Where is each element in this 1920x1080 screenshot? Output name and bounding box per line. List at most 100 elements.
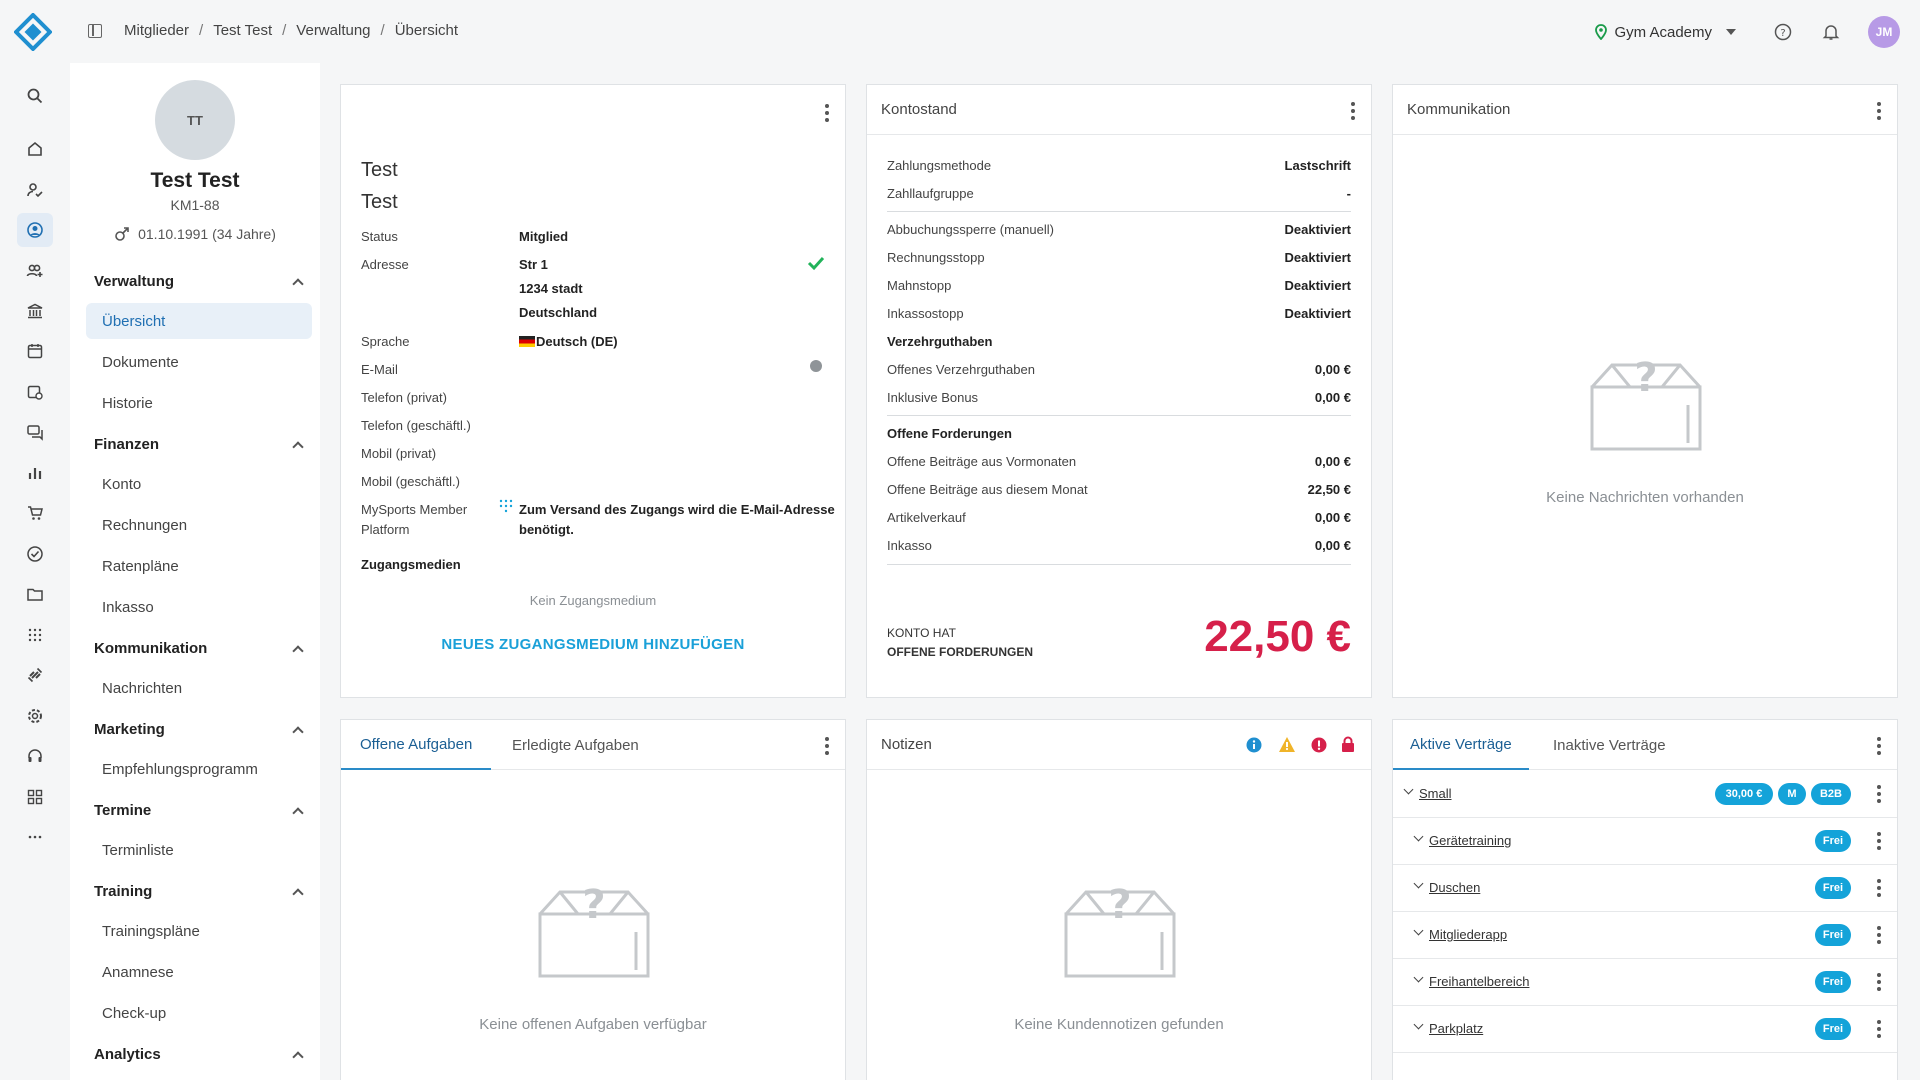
free-badge: Frei bbox=[1815, 1018, 1851, 1040]
info-icon[interactable] bbox=[1246, 737, 1262, 753]
help-icon[interactable]: ? bbox=[1772, 21, 1794, 43]
more-vertical-icon[interactable] bbox=[1877, 102, 1881, 120]
menu-item-historie[interactable]: Historie bbox=[102, 394, 153, 412]
chevron-up-icon bbox=[292, 644, 304, 657]
menu-item-empfehlungsprogramm[interactable]: Empfehlungsprogramm bbox=[102, 760, 258, 778]
cart-icon[interactable] bbox=[17, 496, 53, 530]
tab-active-contracts[interactable]: Aktive Verträge bbox=[1393, 720, 1529, 770]
folder-icon[interactable] bbox=[17, 577, 53, 611]
menu-item-nachrichten[interactable]: Nachrichten bbox=[102, 679, 183, 697]
section-termine[interactable]: Termine bbox=[94, 802, 304, 819]
contract-module-row[interactable]: Mitgliederapp Frei bbox=[1393, 912, 1897, 959]
lock-icon[interactable] bbox=[1341, 736, 1355, 753]
notes-title: Notizen bbox=[881, 736, 932, 753]
chevron-down-icon[interactable] bbox=[1413, 972, 1424, 983]
account-balance: 22,50 € bbox=[1204, 612, 1351, 661]
more-vertical-icon[interactable] bbox=[1877, 973, 1881, 991]
section-marketing[interactable]: Marketing bbox=[94, 721, 304, 738]
breadcrumb: Mitglieder / Test Test / Verwaltung / Übers… bbox=[124, 22, 459, 39]
contract-module-row[interactable]: Duschen Frei bbox=[1393, 865, 1897, 912]
chat-icon[interactable] bbox=[17, 415, 53, 449]
section-verwaltung[interactable]: Verwaltung bbox=[94, 273, 304, 290]
menu-item-trainingsplaene[interactable]: Trainingspläne bbox=[102, 922, 200, 940]
more-vertical-icon[interactable] bbox=[1877, 1020, 1881, 1038]
chevron-down-icon[interactable] bbox=[1413, 1019, 1424, 1030]
dots-grid-icon[interactable] bbox=[17, 618, 53, 652]
contract-module-row[interactable]: Freihantelbereich Frei bbox=[1393, 959, 1897, 1006]
headset-icon[interactable] bbox=[17, 739, 53, 773]
bell-icon[interactable] bbox=[1820, 21, 1842, 43]
section-kommunikation[interactable]: Kommunikation bbox=[94, 640, 304, 657]
warning-icon[interactable] bbox=[1278, 736, 1296, 753]
search-icon[interactable] bbox=[17, 79, 53, 113]
contract-row[interactable]: Small 30,00 € M B2B bbox=[1393, 771, 1897, 818]
menu-item-anamnese[interactable]: Anamnese bbox=[102, 963, 174, 981]
module-name[interactable]: Mitgliederapp bbox=[1429, 927, 1508, 942]
male-icon bbox=[115, 227, 129, 241]
tab-done-tasks[interactable]: Erledigte Aufgaben bbox=[512, 736, 639, 754]
module-name[interactable]: Freihantelbereich bbox=[1429, 974, 1530, 989]
module-name[interactable]: Gerätetraining bbox=[1429, 833, 1512, 848]
tab-open-tasks[interactable]: Offene Aufgaben bbox=[341, 720, 492, 770]
contract-module-row[interactable]: Parkplatz Frei bbox=[1393, 1006, 1897, 1053]
breadcrumb-item[interactable]: Mitglieder bbox=[124, 22, 190, 39]
more-vertical-icon[interactable] bbox=[825, 104, 829, 122]
member-icon[interactable] bbox=[17, 213, 53, 247]
menu-item-terminliste[interactable]: Terminliste bbox=[102, 841, 174, 859]
section-analytics[interactable]: Analytics bbox=[94, 1046, 304, 1063]
menu-item-rechnungen[interactable]: Rechnungen bbox=[102, 516, 188, 534]
user-avatar[interactable]: JM bbox=[1868, 16, 1900, 48]
more-icon[interactable] bbox=[17, 820, 53, 854]
more-vertical-icon[interactable] bbox=[1877, 832, 1881, 850]
tab-inactive-contracts[interactable]: Inaktive Verträge bbox=[1553, 736, 1666, 754]
calendar-clock-icon[interactable] bbox=[17, 375, 53, 409]
apps-icon[interactable] bbox=[17, 780, 53, 814]
home-icon[interactable] bbox=[17, 132, 53, 166]
contract-module-row[interactable]: Gerätetraining Frei bbox=[1393, 818, 1897, 865]
chevron-down-icon[interactable] bbox=[1403, 784, 1414, 795]
chevron-up-icon bbox=[292, 725, 304, 738]
more-vertical-icon[interactable] bbox=[1877, 879, 1881, 897]
menu-item-uebersicht[interactable]: Übersicht bbox=[86, 303, 312, 339]
menu-item-check-up[interactable]: Check-up bbox=[102, 1004, 167, 1022]
more-vertical-icon[interactable] bbox=[1877, 737, 1881, 755]
chevron-down-icon[interactable] bbox=[1413, 831, 1424, 842]
module-name[interactable]: Duschen bbox=[1429, 880, 1481, 895]
section-training[interactable]: Training bbox=[94, 883, 304, 900]
add-access-button[interactable]: NEUES ZUGANGSMEDIUM HINZUFÜGEN bbox=[441, 636, 745, 653]
menu-item-ratenplaene[interactable]: Ratenpläne bbox=[102, 557, 179, 575]
sidebar-toggle-icon[interactable] bbox=[88, 24, 102, 38]
contract-name[interactable]: Small bbox=[1419, 786, 1452, 801]
check-circle-icon[interactable] bbox=[17, 537, 53, 571]
account-row: Zahllaufgruppe - bbox=[887, 186, 1351, 201]
more-vertical-icon[interactable] bbox=[1877, 926, 1881, 944]
app-logo-icon[interactable] bbox=[14, 13, 52, 51]
breadcrumb-item[interactable]: Verwaltung bbox=[296, 22, 371, 39]
user-check-icon[interactable] bbox=[17, 173, 53, 207]
calendar-icon[interactable] bbox=[17, 334, 53, 368]
bar-chart-icon[interactable] bbox=[17, 456, 53, 490]
studio-selector[interactable]: Gym Academy bbox=[1594, 24, 1736, 41]
empty-box-icon: ? bbox=[538, 882, 650, 978]
menu-item-dokumente[interactable]: Dokumente bbox=[102, 353, 179, 371]
mobile-private-label: Mobil (privat) bbox=[361, 446, 437, 461]
error-icon[interactable] bbox=[1311, 737, 1327, 753]
no-access-text: Kein Zugangsmedium bbox=[529, 593, 657, 608]
account-title: Kontostand bbox=[881, 101, 957, 118]
phone-private-label: Telefon (privat) bbox=[361, 390, 447, 405]
menu-item-inkasso[interactable]: Inkasso bbox=[102, 598, 154, 616]
dumbbell-icon[interactable] bbox=[17, 658, 53, 692]
more-vertical-icon[interactable] bbox=[1351, 102, 1355, 120]
section-finanzen[interactable]: Finanzen bbox=[94, 436, 304, 453]
chevron-down-icon[interactable] bbox=[1413, 925, 1424, 936]
chevron-down-icon[interactable] bbox=[1413, 878, 1424, 889]
gear-icon[interactable] bbox=[17, 699, 53, 733]
menu-item-konto[interactable]: Konto bbox=[102, 475, 142, 493]
add-users-icon[interactable] bbox=[17, 254, 53, 288]
divider bbox=[887, 415, 1351, 416]
module-name[interactable]: Parkplatz bbox=[1429, 1021, 1484, 1036]
more-vertical-icon[interactable] bbox=[825, 737, 829, 755]
more-vertical-icon[interactable] bbox=[1877, 785, 1881, 803]
bank-icon[interactable] bbox=[17, 294, 53, 328]
breadcrumb-item[interactable]: Test Test bbox=[213, 22, 273, 39]
